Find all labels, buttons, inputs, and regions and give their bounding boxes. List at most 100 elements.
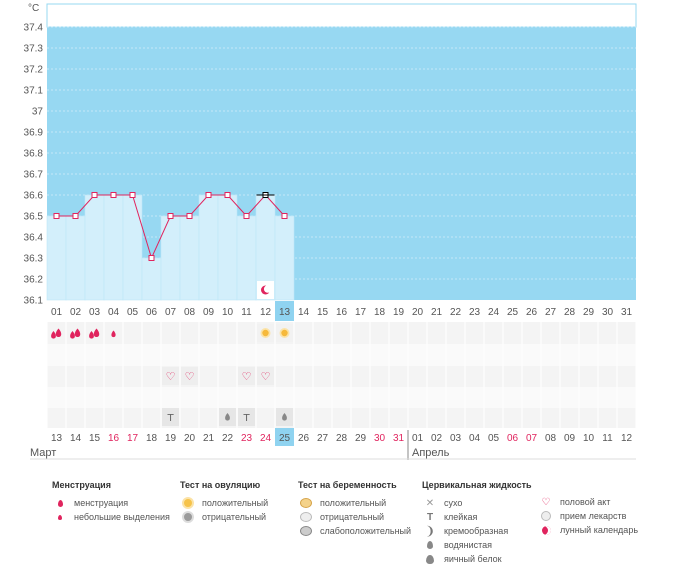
legend-menstruation: Менструация менструация небольшие выделе…: [52, 480, 170, 524]
day-label: 18: [374, 307, 386, 318]
legend-pregnancy: Тест на беременность положительный отриц…: [298, 480, 411, 538]
date-label: 13: [51, 433, 63, 444]
day-label: 21: [431, 307, 443, 318]
y-tick-label: 36.5: [24, 212, 44, 223]
legend-item: клейкая: [444, 512, 478, 522]
date-label: 23: [241, 433, 253, 444]
date-label: 30: [374, 433, 386, 444]
legend-ovulation-title: Тест на овуляцию: [180, 480, 261, 490]
legend-menstruation-title: Менструация: [52, 480, 111, 490]
temp-bar: [217, 194, 238, 301]
legend-item: водянистая: [444, 540, 493, 550]
temp-bar: [274, 215, 295, 301]
date-label: 10: [583, 433, 595, 444]
y-tick-label: 37.2: [24, 65, 44, 76]
date-label: 04: [469, 433, 481, 444]
day-label: 11: [241, 307, 252, 318]
heart-icon: ♡: [242, 370, 252, 383]
current-day-highlight: [275, 301, 294, 321]
light-discharge-icon: [52, 514, 68, 520]
date-label: 20: [184, 433, 196, 444]
cervical-cell: [238, 408, 255, 426]
legend-item: положительный: [202, 498, 269, 508]
egg-white-icon: [422, 554, 438, 564]
heart-icon: ♡: [185, 370, 195, 383]
day-label: 23: [469, 307, 481, 318]
legend-cervical-title: Цервикальная жидкость: [422, 480, 532, 490]
marker-row: [47, 387, 636, 408]
menstruation-icon: [70, 331, 75, 339]
date-label: 02: [431, 433, 443, 444]
day-label: 10: [222, 307, 234, 318]
temp-bar: [141, 257, 162, 301]
date-label: 25: [279, 433, 291, 444]
day-label: 16: [336, 307, 348, 318]
ovulation-positive-icon-core: [262, 329, 269, 337]
date-label: 29: [355, 433, 367, 444]
legend-item: половой акт: [560, 497, 611, 507]
date-label: 15: [89, 433, 101, 444]
legend-other: ♡ половой акт прием лекарств лунный кален…: [538, 495, 638, 537]
day-label: 03: [89, 307, 101, 318]
legend-item: отрицательный: [320, 512, 385, 522]
temp-point: [129, 192, 136, 198]
date-label: 27: [317, 433, 329, 444]
temp-point: [205, 192, 212, 198]
temp-bar: [160, 215, 181, 301]
watery-icon: [282, 413, 287, 421]
day-label: 13: [279, 307, 291, 318]
temp-point: [224, 192, 231, 198]
legend-pregnancy-title: Тест на беременность: [298, 480, 397, 490]
date-label: 16: [108, 433, 120, 444]
day-label: 09: [203, 307, 215, 318]
plot-top-strip: [46, 3, 637, 28]
temp-point: [243, 213, 250, 219]
y-tick-label: 37.1: [24, 86, 44, 97]
y-tick-label: 36.7: [24, 170, 44, 181]
menstruation-icon: [74, 328, 81, 338]
dry-icon: ✕: [425, 497, 435, 509]
temp-bar: [84, 194, 105, 301]
date-label: 08: [545, 433, 557, 444]
day-label: 04: [108, 307, 120, 318]
day-label: 14: [298, 307, 310, 318]
legend-item: сухо: [444, 498, 463, 508]
date-label: 12: [621, 433, 633, 444]
y-tick-label: 37.3: [24, 44, 44, 55]
temp-bar: [236, 215, 257, 301]
marker-row: [47, 344, 636, 366]
day-label: 22: [450, 307, 462, 318]
heart-icon: ♡: [166, 370, 176, 383]
day-label: 29: [583, 307, 595, 318]
y-tick-label: 36.4: [24, 233, 44, 244]
menstruation-icon: [89, 331, 94, 339]
date-label: 14: [70, 433, 82, 444]
day-label: 05: [127, 307, 139, 318]
sticky-icon: T: [166, 413, 174, 424]
legend-item: менструация: [74, 498, 129, 508]
date-label: 01: [412, 433, 424, 444]
day-label: 31: [621, 307, 633, 318]
day-label: 20: [412, 307, 424, 318]
pregnancy-weak-icon: [298, 526, 314, 536]
legend-item: отрицательный: [202, 512, 267, 522]
heart-icon: ♡: [541, 496, 551, 508]
date-label: 05: [488, 433, 500, 444]
date-label: 17: [127, 433, 139, 444]
month-label-right: Апрель: [412, 447, 450, 459]
temp-point: [110, 192, 117, 198]
temp-point: [186, 213, 193, 219]
day-label: 28: [564, 307, 576, 318]
day-label: 07: [165, 307, 177, 318]
month-label-left: Март: [30, 447, 57, 459]
date-label: 11: [602, 433, 613, 444]
day-label: 26: [526, 307, 538, 318]
y-tick-label: 37: [32, 107, 44, 118]
y-unit-label: °C: [28, 3, 39, 14]
temp-point: [281, 213, 288, 219]
temp-bar: [103, 194, 124, 301]
legend-item: кремообразная: [444, 526, 509, 536]
temp-point: [72, 213, 79, 219]
menstruation-icon: [51, 331, 56, 339]
temp-bar: [198, 194, 219, 301]
